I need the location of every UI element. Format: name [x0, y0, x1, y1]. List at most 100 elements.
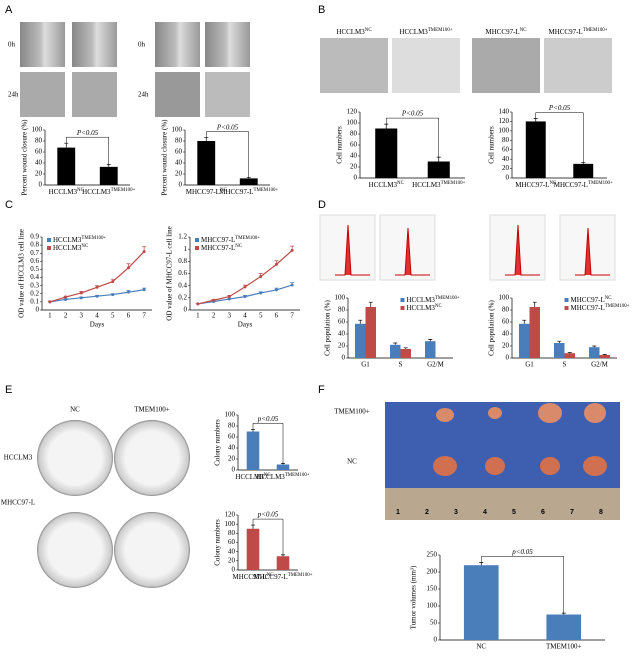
x-tick-label: MHCC97-LTMEM100+ [253, 573, 312, 581]
y-tick-label: 60 [502, 145, 510, 153]
x-tick-label: HCCLM3TMEM100+ [412, 181, 465, 189]
y-tick-label: 1.2 [178, 233, 187, 241]
x-tick-label: 3 [228, 312, 232, 320]
y-tick-label: 60 [228, 433, 236, 441]
y-tick-label: 100 [225, 520, 236, 528]
legend-swatch [564, 298, 569, 302]
bar [554, 343, 565, 358]
row-label: MHCC97-L [1, 499, 35, 507]
y-tick-label: 60 [35, 148, 43, 156]
legend-label-base: MHCC97-L [571, 304, 605, 312]
point [142, 250, 146, 254]
y-tick-label: 0 [184, 306, 188, 314]
y-tick-label: 40 [350, 152, 358, 160]
x-tick-label: MHCC97-LNC [515, 181, 556, 189]
error-bar [358, 319, 363, 324]
x-tick-label: 4 [243, 312, 247, 320]
time-label: 24h [8, 91, 19, 99]
bar [365, 307, 376, 358]
y-tick-label: 0 [434, 636, 438, 644]
significance-bracket [66, 136, 109, 165]
error-bar [532, 301, 537, 307]
y-tick-label: 0.2 [178, 293, 187, 301]
y-tick-label: 60 [338, 318, 346, 326]
legend-label: HCCLM3TMEM100+ [407, 296, 460, 304]
point [274, 288, 278, 292]
x-tick-label: 6 [127, 312, 131, 320]
bar [573, 163, 594, 178]
error-bar [204, 137, 209, 141]
x-tick-label: G1 [361, 361, 370, 369]
bar [390, 344, 401, 358]
point [227, 297, 231, 301]
y-tick-label: 80 [502, 136, 510, 144]
y-tick-label: 140 [499, 108, 510, 116]
photo-caption-base: MHCC97-L [485, 28, 519, 36]
y-axis-label: Tumor volumes (mm³) [410, 565, 418, 629]
x-tick-label-base: MHCC97-L [232, 573, 266, 581]
y-tick-label: 40 [228, 547, 236, 555]
x-tick-label: 7 [290, 312, 294, 320]
y-tick-label: 0.6 [178, 269, 187, 277]
y-tick-label: 0 [39, 181, 43, 189]
photo-caption-sup: NC [365, 28, 372, 33]
error-bar [557, 340, 562, 343]
y-tick-label: 150 [427, 585, 438, 593]
y-tick-label: 120 [347, 108, 358, 116]
bar [355, 323, 366, 358]
point [126, 290, 130, 294]
bar [375, 128, 398, 178]
y-tick-label: 0.1 [30, 297, 39, 305]
y-tick-label: 250 [427, 551, 438, 559]
y-tick-label: 20 [350, 163, 358, 171]
x-tick-label: HCCLM3TMEM100+ [256, 473, 309, 481]
error-bar [533, 118, 538, 122]
legend-swatch [47, 238, 51, 242]
y-tick-label: 40 [175, 159, 183, 167]
x-axis-label: Days [238, 321, 253, 329]
point [95, 285, 99, 289]
x-tick-label-base: HCCLM3 [369, 181, 398, 189]
annotation: P<0.05 [76, 129, 99, 137]
x-tick-label: 5 [111, 312, 115, 320]
x-tick-label-sup: TMEM100+ [285, 473, 310, 478]
point [95, 294, 99, 298]
y-tick-label: 20 [35, 170, 43, 178]
point [259, 275, 263, 279]
legend-label: HCCLM3NC [53, 244, 88, 252]
bar [276, 556, 290, 570]
panel-letter: A [5, 4, 13, 16]
legend-label: HCCLM3NC [407, 304, 442, 312]
bar [246, 528, 260, 570]
bar [463, 565, 499, 640]
y-tick-label: 0 [179, 181, 183, 189]
x-tick-label: HCCLM3TMEM100+ [82, 188, 135, 196]
y-tick-label: 0.8 [178, 257, 187, 265]
y-tick-label: 0 [342, 354, 346, 362]
bar [239, 178, 258, 185]
error-bar [403, 347, 408, 349]
y-tick-label: 100 [32, 126, 43, 134]
error-bar [581, 162, 586, 164]
ruler-number: 3 [454, 509, 458, 516]
x-tick-label-base: HCCLM3 [82, 188, 111, 196]
x-tick-label-base: HCCLM3 [256, 473, 285, 481]
legend-label-base: HCCLM3 [407, 296, 436, 304]
y-tick-label: 80 [350, 130, 358, 138]
error-bar [602, 354, 607, 355]
photo-caption-sup: TMEM100+ [583, 28, 608, 33]
ruler-number: 1 [396, 509, 400, 516]
x-tick-label-base: MHCC97-L [554, 181, 588, 189]
x-tick-label-base: HCCLM3 [49, 188, 78, 196]
x-tick-label-sup: NC [77, 188, 84, 193]
y-tick-label: 60 [502, 318, 510, 326]
panel-letter: C [5, 199, 13, 211]
y-tick-label: 100 [499, 294, 510, 302]
bar [99, 166, 118, 185]
y-tick-label: 0 [506, 354, 510, 362]
photos [20, 22, 620, 588]
x-tick-label: 2 [212, 312, 216, 320]
ruler-number: 6 [541, 509, 545, 516]
x-tick-label: S [399, 361, 403, 369]
